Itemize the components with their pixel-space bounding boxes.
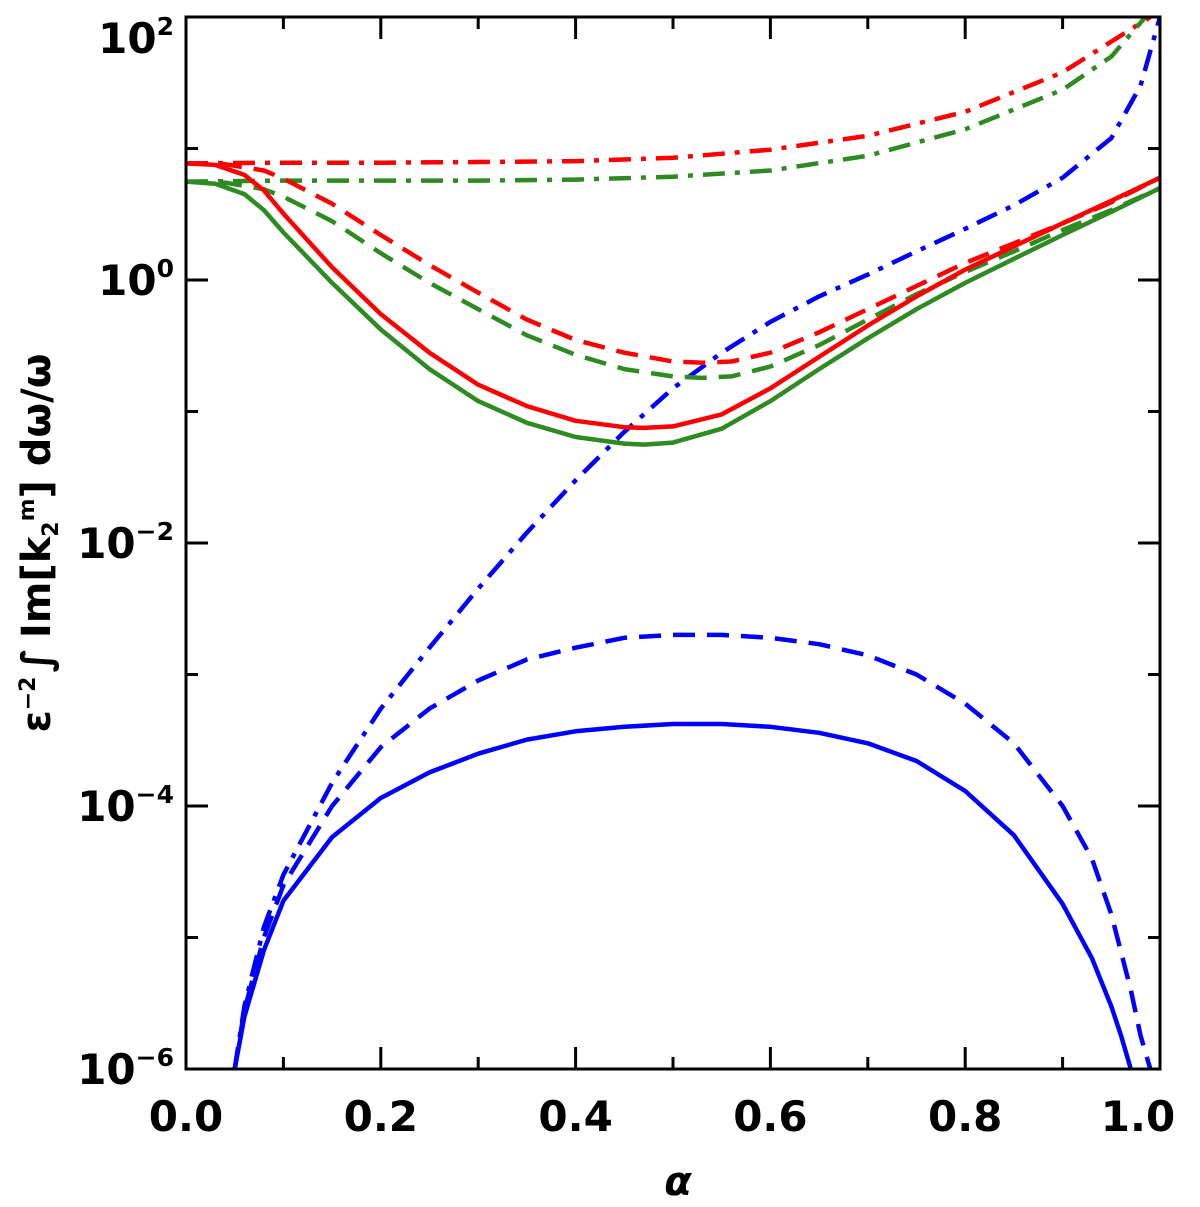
x-tick-label: 0.6 [733, 1092, 807, 1141]
series-green-dashdot [186, 17, 1148, 184]
series-green-dashed [186, 179, 1160, 381]
series-layer [186, 17, 1160, 1069]
x-tick-label: 0.8 [928, 1092, 1002, 1141]
y-tick-label: 10−2 [77, 517, 174, 568]
y-tick-exponent: 2 [157, 12, 174, 41]
x-tick-label: 0.4 [538, 1092, 612, 1141]
y-tick-label: 100 [98, 254, 174, 305]
series-blue-dashed [232, 632, 1153, 1069]
series-blue-dashdot [232, 17, 1160, 1069]
y-tick-label: 10−6 [77, 1043, 174, 1094]
y-title-eps-exp: −2 [16, 677, 41, 711]
y-tick-base: 10 [98, 14, 156, 63]
x-tick-label: 0.0 [149, 1092, 223, 1141]
y-title-im: Im[k [14, 535, 60, 638]
plot-frame [184, 15, 1162, 1071]
y-title-integral: ∫ [14, 648, 60, 672]
series-red-dashdot [186, 17, 1152, 166]
y-title-rest: ] dω/ω [14, 353, 60, 498]
y-tick-exponent: 0 [157, 254, 174, 283]
y-title-k-sub: 2 [39, 521, 64, 536]
y-tick-base: 10 [77, 782, 135, 831]
x-tick-labels: 0.0 0.2 0.4 0.6 0.8 1.0 [149, 1092, 1175, 1141]
series-green-solid [186, 179, 1160, 447]
x-tick-label: 0.2 [344, 1092, 418, 1141]
series-blue-solid [232, 721, 1133, 1069]
y-tick-exponent: −6 [136, 1043, 174, 1072]
series-red-solid [186, 161, 1160, 431]
y-tick-label: 10−4 [77, 780, 174, 831]
x-tick-label: 1.0 [1101, 1092, 1175, 1141]
x-axis-title: α [664, 1159, 692, 1205]
y-tick-exponent: −2 [136, 517, 174, 546]
y-title-k-sup: m [15, 498, 40, 521]
y-tick-base: 10 [77, 519, 135, 568]
y-tick-exponent: −4 [136, 780, 174, 809]
series-red-dashed [186, 161, 1160, 365]
y-tick-label: 102 [98, 12, 174, 63]
y-axis-title: ε−2 ∫ Im[k2m] dω/ω [14, 353, 64, 732]
y-tick-base: 10 [77, 1045, 135, 1094]
y-tick-base: 10 [98, 256, 156, 305]
y-title-epsilon: ε [14, 710, 60, 732]
